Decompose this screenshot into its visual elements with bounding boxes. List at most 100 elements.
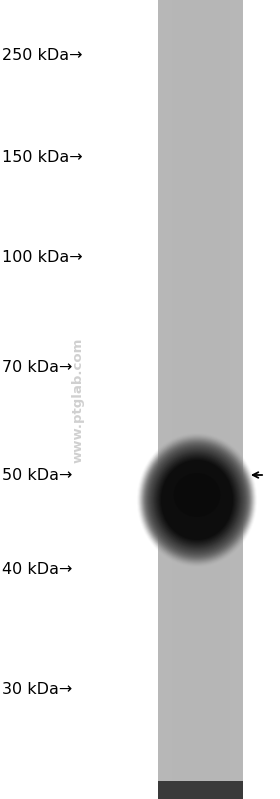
Bar xyxy=(217,0,218,799)
Bar xyxy=(212,0,213,799)
Ellipse shape xyxy=(138,434,256,566)
Bar xyxy=(194,0,195,799)
Bar xyxy=(188,0,189,799)
Ellipse shape xyxy=(142,439,252,561)
Bar xyxy=(222,0,223,799)
Text: 100 kDa→: 100 kDa→ xyxy=(2,251,83,265)
Bar xyxy=(169,0,170,799)
Bar xyxy=(172,0,173,799)
Bar xyxy=(170,0,171,799)
Bar xyxy=(158,781,243,799)
Bar xyxy=(220,0,221,799)
Bar xyxy=(160,0,161,799)
Text: 250 kDa→: 250 kDa→ xyxy=(2,47,83,62)
Bar xyxy=(184,0,185,799)
Bar xyxy=(208,0,209,799)
Bar xyxy=(198,0,199,799)
Bar xyxy=(182,0,183,799)
Bar xyxy=(228,0,229,799)
Text: 70 kDa→: 70 kDa→ xyxy=(2,360,72,376)
Bar xyxy=(173,0,174,799)
Bar xyxy=(177,0,178,799)
Bar xyxy=(205,0,206,799)
Bar xyxy=(161,0,162,799)
Ellipse shape xyxy=(140,436,254,563)
Bar xyxy=(187,0,188,799)
Bar xyxy=(225,0,226,799)
Bar xyxy=(206,0,207,799)
Ellipse shape xyxy=(155,453,239,547)
Bar xyxy=(162,0,163,799)
Bar xyxy=(167,0,168,799)
Bar xyxy=(166,0,167,799)
Bar xyxy=(237,0,238,799)
Bar xyxy=(174,0,175,799)
Bar xyxy=(158,0,159,799)
Ellipse shape xyxy=(157,455,237,544)
Bar xyxy=(181,0,182,799)
Bar xyxy=(202,0,203,799)
Bar xyxy=(201,0,202,799)
Bar xyxy=(210,0,211,799)
Ellipse shape xyxy=(145,442,249,558)
Bar xyxy=(235,0,236,799)
Bar xyxy=(159,0,160,799)
Ellipse shape xyxy=(158,457,236,543)
Bar xyxy=(234,0,235,799)
Text: 40 kDa→: 40 kDa→ xyxy=(2,562,72,578)
Bar xyxy=(236,0,237,799)
Bar xyxy=(211,0,212,799)
Bar xyxy=(186,0,187,799)
Bar xyxy=(176,0,177,799)
Bar xyxy=(171,0,172,799)
Text: 150 kDa→: 150 kDa→ xyxy=(2,150,83,165)
Ellipse shape xyxy=(146,443,248,557)
Ellipse shape xyxy=(160,459,234,541)
Bar xyxy=(242,0,243,799)
Ellipse shape xyxy=(154,452,240,548)
Bar xyxy=(215,0,216,799)
Bar xyxy=(193,0,194,799)
Bar xyxy=(232,0,233,799)
Bar xyxy=(229,0,230,799)
Bar xyxy=(223,0,224,799)
Bar xyxy=(168,0,169,799)
Bar xyxy=(203,0,204,799)
Ellipse shape xyxy=(150,447,244,552)
Bar xyxy=(165,0,166,799)
Bar xyxy=(158,0,243,799)
Bar xyxy=(239,0,240,799)
Bar xyxy=(195,0,196,799)
Ellipse shape xyxy=(174,473,220,517)
Bar xyxy=(164,0,165,799)
Ellipse shape xyxy=(141,438,253,562)
Ellipse shape xyxy=(147,444,247,555)
Bar xyxy=(218,0,219,799)
Bar xyxy=(191,0,192,799)
Bar xyxy=(179,0,180,799)
Bar xyxy=(185,0,186,799)
Bar xyxy=(216,0,217,799)
Ellipse shape xyxy=(161,460,233,540)
Bar xyxy=(199,0,200,799)
Bar xyxy=(209,0,210,799)
Ellipse shape xyxy=(156,455,238,546)
Bar xyxy=(197,0,198,799)
Bar xyxy=(190,0,191,799)
Text: 50 kDa→: 50 kDa→ xyxy=(2,467,72,483)
Ellipse shape xyxy=(143,439,251,560)
Bar xyxy=(233,0,234,799)
Ellipse shape xyxy=(144,441,250,559)
Ellipse shape xyxy=(159,458,235,543)
Bar xyxy=(163,0,164,799)
Bar xyxy=(204,0,205,799)
Bar xyxy=(240,0,241,799)
Bar xyxy=(196,0,197,799)
Ellipse shape xyxy=(149,447,245,554)
Bar xyxy=(192,0,193,799)
Ellipse shape xyxy=(148,445,246,555)
Bar xyxy=(178,0,179,799)
Ellipse shape xyxy=(151,449,243,551)
Bar xyxy=(238,0,239,799)
Bar xyxy=(180,0,181,799)
